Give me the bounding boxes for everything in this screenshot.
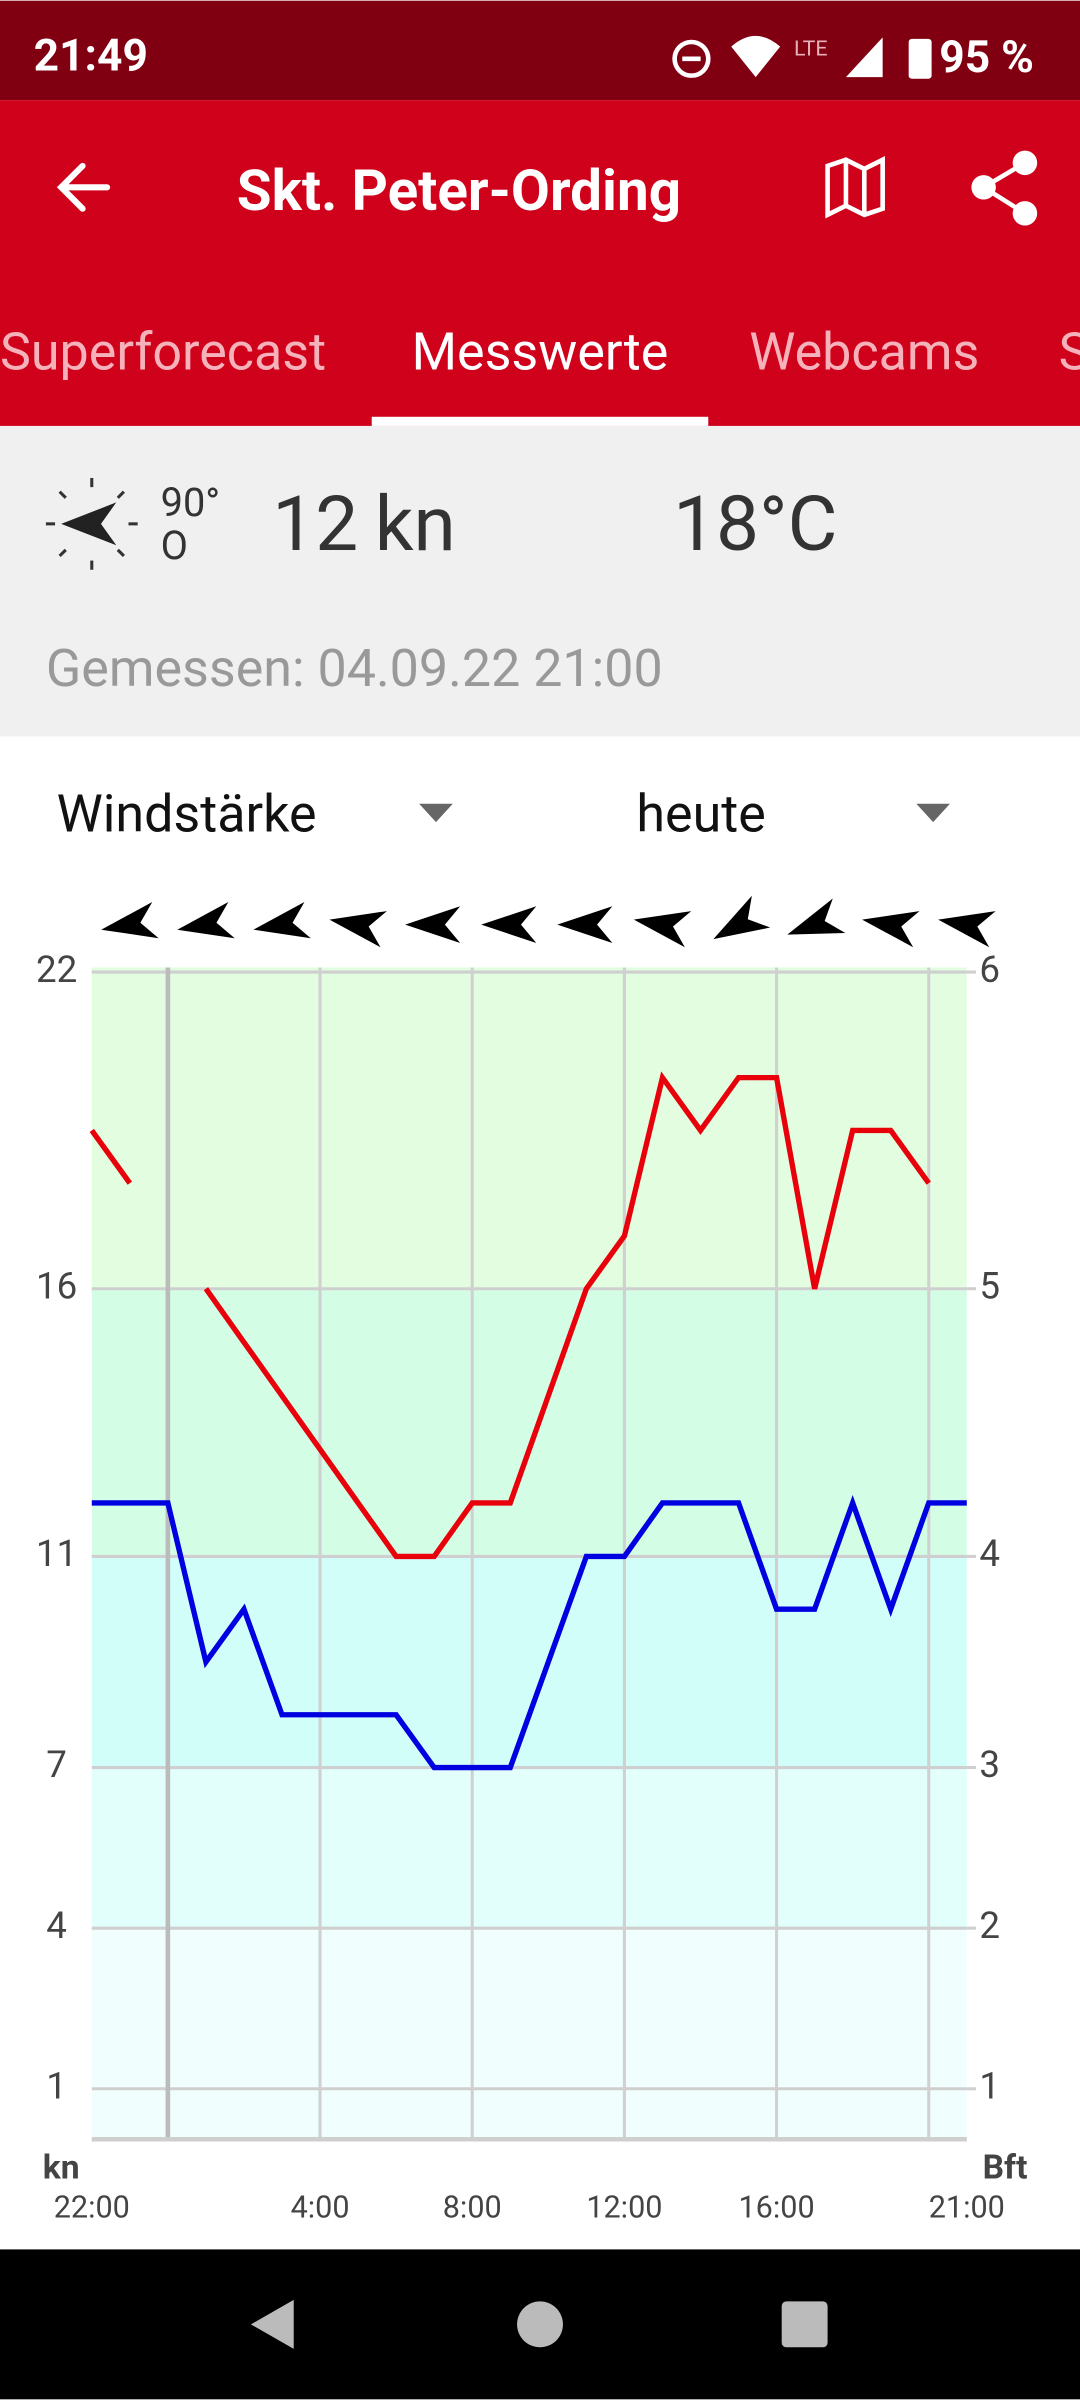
info-panel bbox=[0, 425, 1080, 737]
wind-arrow bbox=[177, 902, 235, 939]
measure-select[interactable]: Windstärke bbox=[57, 783, 317, 844]
app-title: Skt. Peter-Ording bbox=[237, 157, 681, 224]
x-tick-label: 12:00 bbox=[586, 2191, 662, 2226]
y-tick-label: 1 bbox=[46, 2064, 67, 2107]
x-tick-label: 22:00 bbox=[54, 2191, 130, 2226]
wind-band bbox=[91, 967, 967, 1289]
nav-back[interactable] bbox=[250, 2299, 294, 2349]
direction-name: O bbox=[161, 522, 188, 569]
y-tick-label: 16 bbox=[36, 1264, 77, 1307]
battery-level: 95 % bbox=[939, 31, 1034, 83]
status-time: 21:49 bbox=[34, 30, 148, 82]
map-button[interactable] bbox=[825, 156, 885, 219]
y2-tick-label: 5 bbox=[979, 1264, 1000, 1307]
series-line bbox=[89, 1071, 931, 1560]
dropdown-arrow[interactable] bbox=[419, 803, 453, 823]
back-button[interactable] bbox=[56, 162, 111, 212]
wind-arrow bbox=[101, 902, 159, 939]
wind-arrow bbox=[481, 906, 537, 944]
y2-tick-label: 3 bbox=[979, 1743, 1000, 1786]
direction-degrees: 90° bbox=[161, 479, 221, 526]
x-tick-label: 16:00 bbox=[739, 2191, 815, 2226]
y-axis-label: kn bbox=[43, 2149, 80, 2188]
period-select[interactable]: heute bbox=[636, 783, 765, 844]
y-tick-label: 7 bbox=[46, 1743, 67, 1786]
measured-time: Gemessen: 04.09.22 21:00 bbox=[46, 638, 663, 699]
y2-tick-label: 2 bbox=[979, 1904, 1000, 1947]
wind-band bbox=[91, 1928, 967, 2140]
y2-tick-label: 6 bbox=[979, 948, 1000, 991]
battery-icon bbox=[908, 38, 932, 79]
wind-band bbox=[91, 1288, 967, 1557]
wind-arrow bbox=[862, 911, 920, 948]
compass-icon bbox=[45, 477, 138, 570]
wind-speed: 12 bbox=[272, 479, 358, 569]
wind-unit: kn bbox=[375, 479, 456, 569]
y2-tick-label: 4 bbox=[979, 1532, 1000, 1575]
y2-axis-label: Bft bbox=[983, 2149, 1028, 2188]
x-tick-label: 21:00 bbox=[929, 2191, 1005, 2226]
wind-arrow bbox=[405, 906, 461, 944]
y-tick-label: 4 bbox=[46, 1904, 67, 1947]
x-tick-label: 4:00 bbox=[291, 2191, 350, 2226]
wind-arrow bbox=[557, 906, 613, 944]
plot: 1 4 7 11 16 22 1 2 3 4 5 6 22:00 4:00 8:00 12:00 16:00 21… bbox=[36, 895, 1028, 2226]
wind-arrow bbox=[787, 898, 846, 935]
tab[interactable]: S bbox=[1059, 321, 1080, 382]
nav-home[interactable] bbox=[517, 2301, 563, 2348]
status-bar bbox=[0, 0, 1080, 101]
network-type: LTE bbox=[794, 36, 828, 61]
wind-band bbox=[91, 1767, 967, 1929]
share-button[interactable] bbox=[971, 150, 1038, 226]
series-line bbox=[91, 1494, 967, 1771]
temperature: 18°C bbox=[673, 479, 837, 569]
wifi-icon bbox=[731, 35, 781, 78]
dnd-icon bbox=[672, 39, 711, 78]
y-tick-label: 22 bbox=[36, 948, 77, 991]
wind-arrow bbox=[253, 902, 311, 939]
wind-band bbox=[91, 1556, 967, 1768]
compass-arrow bbox=[61, 502, 117, 546]
wind-arrow bbox=[713, 895, 771, 940]
x-tick-label: 8:00 bbox=[443, 2191, 502, 2226]
tab[interactable]: Webcams bbox=[749, 321, 979, 382]
wind-arrow bbox=[633, 911, 692, 948]
dropdown-arrow[interactable] bbox=[916, 803, 950, 823]
y2-tick-label: 1 bbox=[979, 2064, 1000, 2107]
wind-arrow bbox=[938, 911, 996, 948]
tab[interactable]: Superforecast bbox=[0, 321, 326, 382]
app-bar bbox=[0, 100, 1080, 426]
nav-recents[interactable] bbox=[781, 2301, 828, 2348]
y-tick-label: 11 bbox=[36, 1532, 77, 1575]
tab-active[interactable]: Messwerte bbox=[412, 321, 669, 382]
wind-arrow bbox=[329, 911, 387, 948]
tab-indicator bbox=[371, 416, 709, 426]
